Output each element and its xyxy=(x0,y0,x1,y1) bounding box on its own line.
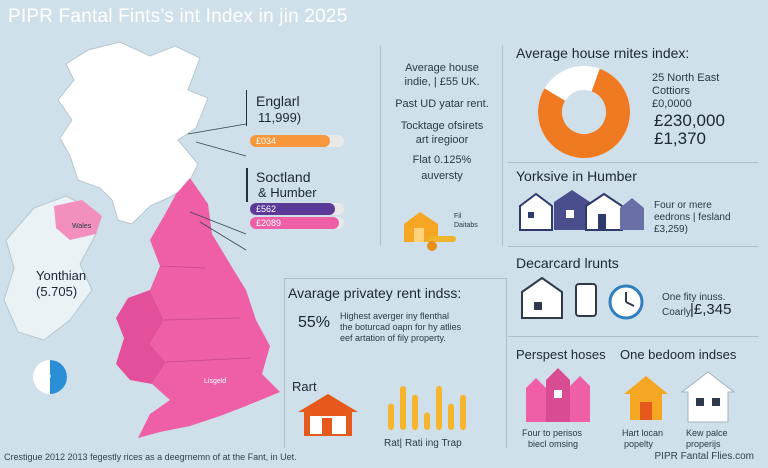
pink-houses-icon xyxy=(526,368,590,422)
footer-source: PIPR Fantal Flies.com xyxy=(654,451,754,462)
decarcard-line-2: Coarly xyxy=(662,307,691,318)
legend-left-title: Yonthian xyxy=(36,268,87,283)
terraced-houses-icon xyxy=(519,190,644,231)
half-pie-chart xyxy=(33,360,67,394)
rart-bar-chart xyxy=(388,386,466,430)
rent-line-2: the boturcad oapn for hy atlies xyxy=(340,322,462,332)
decarcard-heading: Decarcard lrunts xyxy=(516,255,619,271)
perspect-line-1: Four to perisos xyxy=(522,428,583,438)
rart-bar xyxy=(436,386,442,430)
center-line-4: Tocktage ofsirets xyxy=(400,120,484,132)
england-region xyxy=(138,178,280,438)
scotland-title: Soctland xyxy=(256,169,311,185)
white-house-icon xyxy=(680,371,736,423)
scotland-bar2-track: £2089 xyxy=(250,217,344,229)
center-line-2: indie, | £55 UK. xyxy=(404,76,480,88)
rent-line-3: eef artation of fily property. xyxy=(340,333,446,343)
england-value: 11,999) xyxy=(258,110,302,125)
divider xyxy=(508,336,758,337)
divider xyxy=(380,46,381,246)
yorkshire-line-3: £3,259) xyxy=(654,224,688,235)
divider xyxy=(508,162,758,163)
one-bed-line-1b: popelty xyxy=(624,439,654,449)
perspect-line-2: biecl omsing xyxy=(528,439,579,449)
scotland-subtitle: & Humber xyxy=(258,185,317,200)
house-phone-clock-icons xyxy=(521,276,644,320)
england-box-frame xyxy=(246,90,345,126)
center-line-3: Past UD yatar rent. xyxy=(395,98,489,110)
decarcard-line-1: One fity inuss. xyxy=(662,292,726,303)
divider xyxy=(284,278,506,279)
page-title: PIPR Fantal Fints’s int Index in jin 202… xyxy=(8,6,348,27)
scotland-bar1-label: £562 xyxy=(256,204,277,214)
england-bar-track: £034 xyxy=(250,135,344,147)
rart-chart-caption: Rat| Rati ing Trap xyxy=(384,438,462,449)
footer-note: Crestigue 2012 2013 fegestly rices as a … xyxy=(4,452,297,462)
yorkshire-line-2: eedrons | fesland xyxy=(654,212,731,223)
scotland-bar1-fill xyxy=(250,203,335,215)
rart-bar xyxy=(388,403,394,430)
one-bed-line-2b: properijs xyxy=(686,439,721,449)
one-bed-line-2a: Kew palce xyxy=(686,428,728,438)
rart-bar xyxy=(412,394,418,430)
wales-region xyxy=(116,290,166,384)
scotland-box-frame xyxy=(246,168,248,202)
divider xyxy=(284,278,285,448)
center-line-6: Flat 0.125% xyxy=(412,154,472,166)
keys-label: Fil Daitabs xyxy=(454,213,478,229)
center-line-7: auversty xyxy=(421,170,463,182)
scotland-bar1-track: £562 xyxy=(250,203,344,215)
northern-ireland-region xyxy=(54,200,102,240)
one-bed-line-1a: Hart locan xyxy=(622,428,664,438)
yorkshire-line-1: Four or mere xyxy=(654,200,712,211)
perspect-heading: Perspest hoses xyxy=(516,347,606,362)
england-bar-fill xyxy=(250,135,330,147)
england-bar-label: £034 xyxy=(256,136,277,146)
rart-bar xyxy=(424,412,430,430)
one-bed-heading: One bedoom indses xyxy=(620,347,737,362)
scotland-bar2-fill xyxy=(250,217,340,229)
uk-map xyxy=(3,41,280,438)
index-value-2: £1,370 xyxy=(654,129,706,148)
index-heading: Average house rnites index: xyxy=(516,45,690,61)
rart-bar xyxy=(460,394,466,430)
rart-bar xyxy=(448,403,454,430)
legend-left-value: (5.705) xyxy=(36,284,78,299)
england-title: Englarl xyxy=(256,93,300,109)
orange-house-small-icon xyxy=(624,376,668,420)
divider xyxy=(502,46,503,246)
center-line-1: Average house xyxy=(405,62,479,74)
house-keys-icon xyxy=(404,212,456,251)
index-value-1: £230,000 xyxy=(654,111,725,130)
index-item-3: £0,0000 xyxy=(652,98,692,110)
rart-heading: Rart xyxy=(292,379,317,394)
pie-label: 50% xyxy=(35,371,52,380)
rent-line-1: Highest averger iny flenthal xyxy=(340,311,450,321)
divider xyxy=(506,278,507,448)
decarcard-value: |£,345 xyxy=(690,301,732,318)
index-item-1: 25 North East xyxy=(652,72,720,84)
divider xyxy=(508,246,758,247)
center-line-5: art iregioor xyxy=(415,134,469,146)
scotland-bar2-label: £2089 xyxy=(256,218,282,228)
rent-heading: Avarage privatey rent indss: xyxy=(288,285,462,301)
orange-house-icon xyxy=(298,394,358,436)
wales-label: Wales xyxy=(72,223,92,230)
index-donut-chart xyxy=(538,66,630,158)
rent-percent: 55% xyxy=(298,314,331,331)
index-item-2: Cottiors xyxy=(652,85,690,97)
scotland-region xyxy=(57,41,209,225)
england-map-label: Lisgeld xyxy=(204,378,227,385)
yorkshire-heading: Yorksive in Humber xyxy=(516,168,637,184)
rart-bar xyxy=(400,386,406,430)
